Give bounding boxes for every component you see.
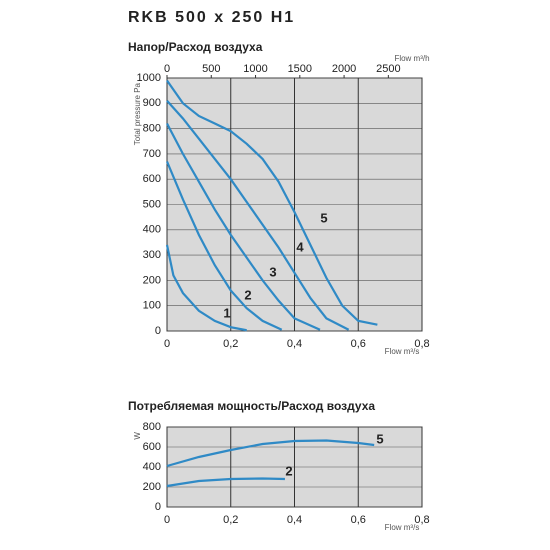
x-tick-label: 0,6 xyxy=(351,514,366,526)
curve xyxy=(166,123,321,331)
curve-label: 3 xyxy=(269,264,276,279)
x-tick-label: 0,4 xyxy=(287,338,302,350)
x2-tick-label: 2500 xyxy=(376,63,400,75)
x2-tick-label: 500 xyxy=(202,63,220,75)
x2-tick-label: 1500 xyxy=(288,63,312,75)
curve-label: 2 xyxy=(244,287,251,302)
x-tick-label: 0 xyxy=(164,338,170,350)
curve xyxy=(165,161,283,331)
y-tick-label: 200 xyxy=(143,274,161,286)
x2-tick-label: 2000 xyxy=(332,63,356,75)
y-tick-label: 900 xyxy=(143,97,161,109)
y-axis-label: W xyxy=(133,432,142,440)
curve-label: 5 xyxy=(320,210,327,225)
x-tick-label: 0,8 xyxy=(414,514,429,526)
y-tick-label: 500 xyxy=(143,198,161,210)
y-tick-label: 200 xyxy=(143,481,161,493)
x2-tick-label: 0 xyxy=(164,63,170,75)
page-title: RKB 500 x 250 H1 xyxy=(128,9,295,26)
y-tick-label: 600 xyxy=(143,173,161,185)
y-tick-label: 0 xyxy=(155,325,161,337)
y-tick-label: 1000 xyxy=(137,72,161,84)
x-axis-label: Flow m³/s xyxy=(385,523,420,532)
y-tick-label: 0 xyxy=(155,501,161,513)
x-tick-label: 0,2 xyxy=(223,514,238,526)
curve xyxy=(166,79,378,326)
curve-label: 2 xyxy=(285,463,292,478)
x-tick-label: 0,4 xyxy=(287,514,302,526)
x-tick-label: 0,2 xyxy=(223,338,238,350)
y-tick-label: 400 xyxy=(143,461,161,473)
x-axis-label: Flow m³/s xyxy=(385,347,420,356)
y-axis-label: Total pressure Pa xyxy=(133,82,142,145)
curve-label: 5 xyxy=(376,431,383,446)
curve xyxy=(166,477,285,488)
curve-label: 1 xyxy=(223,305,230,320)
curve xyxy=(166,100,350,331)
x2-tick-label: 1000 xyxy=(243,63,267,75)
x-tick-label: 0 xyxy=(164,514,170,526)
y-tick-label: 700 xyxy=(143,148,161,160)
x-tick-label: 0,8 xyxy=(414,338,429,350)
curve-label: 4 xyxy=(296,239,304,254)
curve xyxy=(166,439,375,468)
x2-axis-label: Flow m³/h xyxy=(394,54,429,63)
y-tick-label: 800 xyxy=(143,421,161,433)
y-tick-label: 800 xyxy=(143,123,161,135)
y-tick-label: 600 xyxy=(143,441,161,453)
curve xyxy=(165,244,247,332)
x-tick-label: 0,6 xyxy=(351,338,366,350)
chart-title: Напор/Расход воздуха xyxy=(128,40,263,54)
y-tick-label: 300 xyxy=(143,249,161,261)
y-tick-label: 400 xyxy=(143,224,161,236)
y-tick-label: 100 xyxy=(143,300,161,312)
chart-title: Потребляемая мощность/Расход воздуха xyxy=(128,399,375,413)
